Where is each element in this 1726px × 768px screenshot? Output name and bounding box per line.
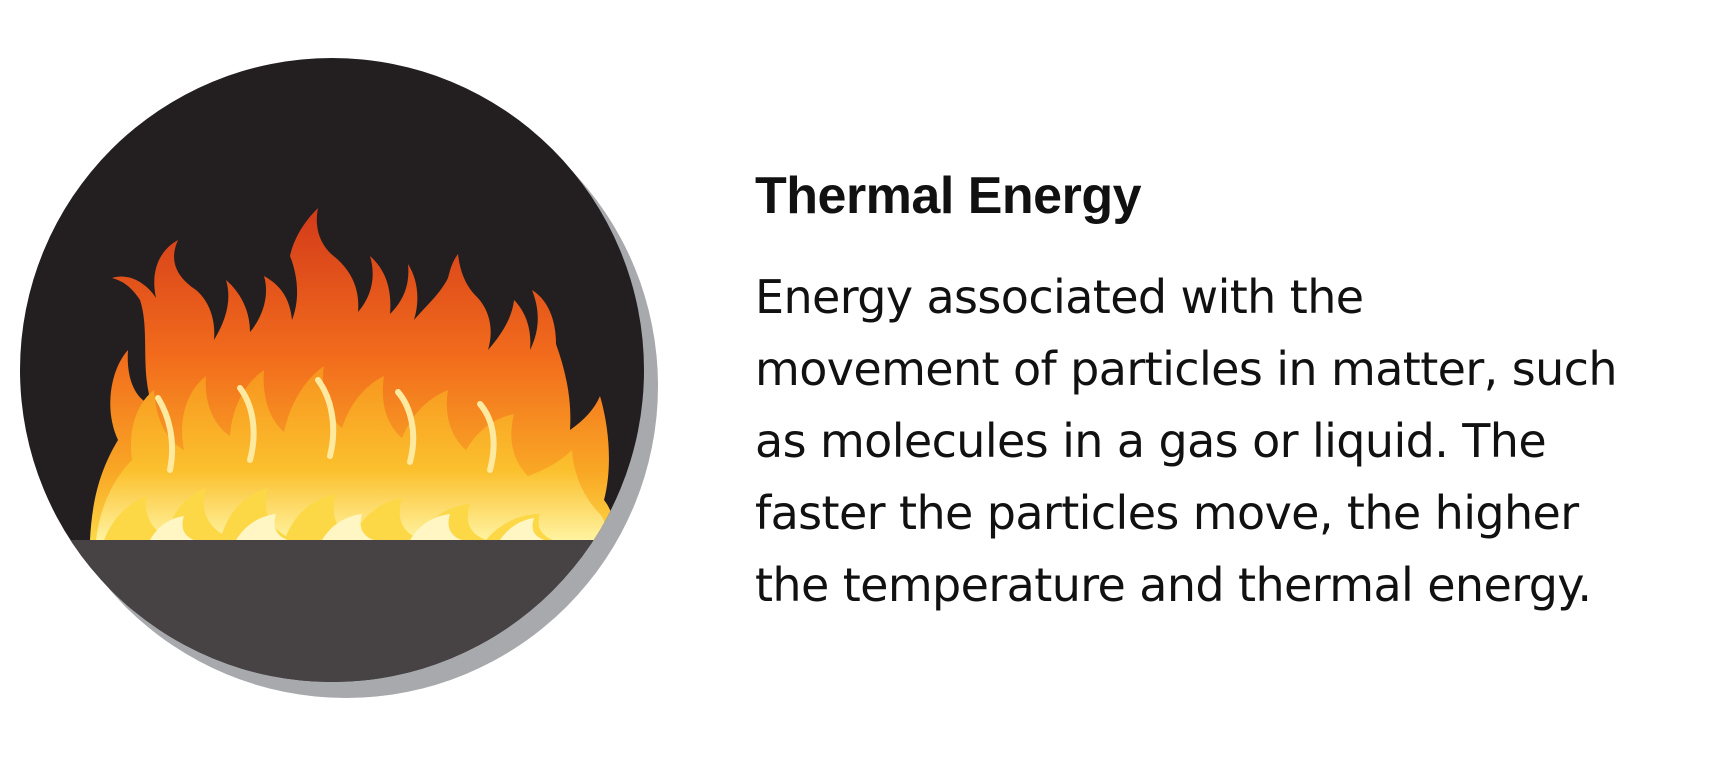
title: Thermal Energy — [755, 167, 1142, 225]
description-line: faster the particles move, the higher — [755, 486, 1579, 540]
description: Energy associated with the movement of p… — [755, 261, 1715, 621]
thermal-energy-illustration — [20, 58, 658, 698]
ground-band — [20, 540, 644, 682]
description-line: movement of particles in matter, such — [755, 342, 1617, 396]
description-line: as molecules in a gas or liquid. The — [755, 414, 1547, 468]
text-block: Thermal Energy Energy associated with th… — [755, 165, 1715, 621]
flame-icon — [90, 208, 615, 540]
description-line: the temperature and thermal energy. — [755, 558, 1592, 612]
description-line: Energy associated with the — [755, 270, 1364, 324]
